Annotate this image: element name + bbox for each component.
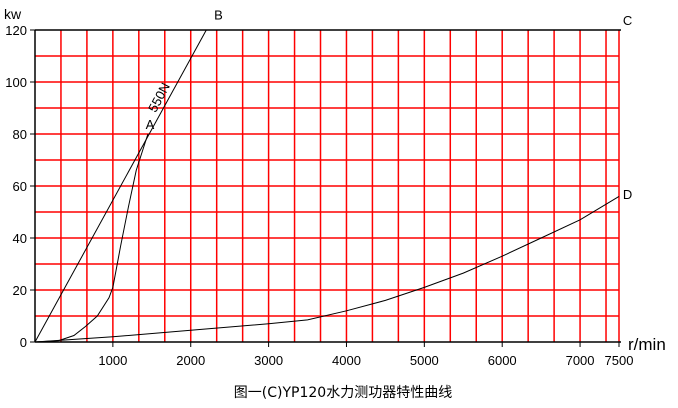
y-axis-label: kw xyxy=(4,6,22,22)
x-axis-label: r/min xyxy=(628,335,666,354)
y-tick-label: 100 xyxy=(5,75,27,90)
y-tick-label: 80 xyxy=(13,127,27,142)
y-tick-label: 60 xyxy=(13,179,27,194)
x-tick-label: 4000 xyxy=(332,353,361,368)
grid xyxy=(35,30,620,342)
x-tick-label: 5000 xyxy=(410,353,439,368)
axes: 0 20 40 60 80 100 120 1000 2000 3000 4000 5000 6000 7… xyxy=(5,23,633,368)
x-tick-label: 3000 xyxy=(254,353,283,368)
chart-title: 图一(C)YP120水力测功器特性曲线 xyxy=(233,385,453,401)
x-tick-label: 6000 xyxy=(488,353,517,368)
series xyxy=(34,29,621,343)
annotation-b: B xyxy=(214,8,223,23)
y-tick-label: 40 xyxy=(13,231,27,246)
annotation-a: A xyxy=(146,117,155,132)
curve-OA xyxy=(34,133,149,343)
y-tick-label: 0 xyxy=(20,335,27,350)
x-tick-label: 7000 xyxy=(566,353,595,368)
annotation-c: C xyxy=(623,13,632,28)
x-tick-label: 2000 xyxy=(176,353,205,368)
curve-OD xyxy=(34,195,620,343)
annotation-d: D xyxy=(623,187,632,202)
x-tick-label: 1000 xyxy=(98,353,127,368)
y-tick-label: 20 xyxy=(13,283,27,298)
curve-OB xyxy=(34,29,207,343)
x-tick-label: 7500 xyxy=(605,353,634,368)
y-tick-label: 120 xyxy=(5,23,27,38)
